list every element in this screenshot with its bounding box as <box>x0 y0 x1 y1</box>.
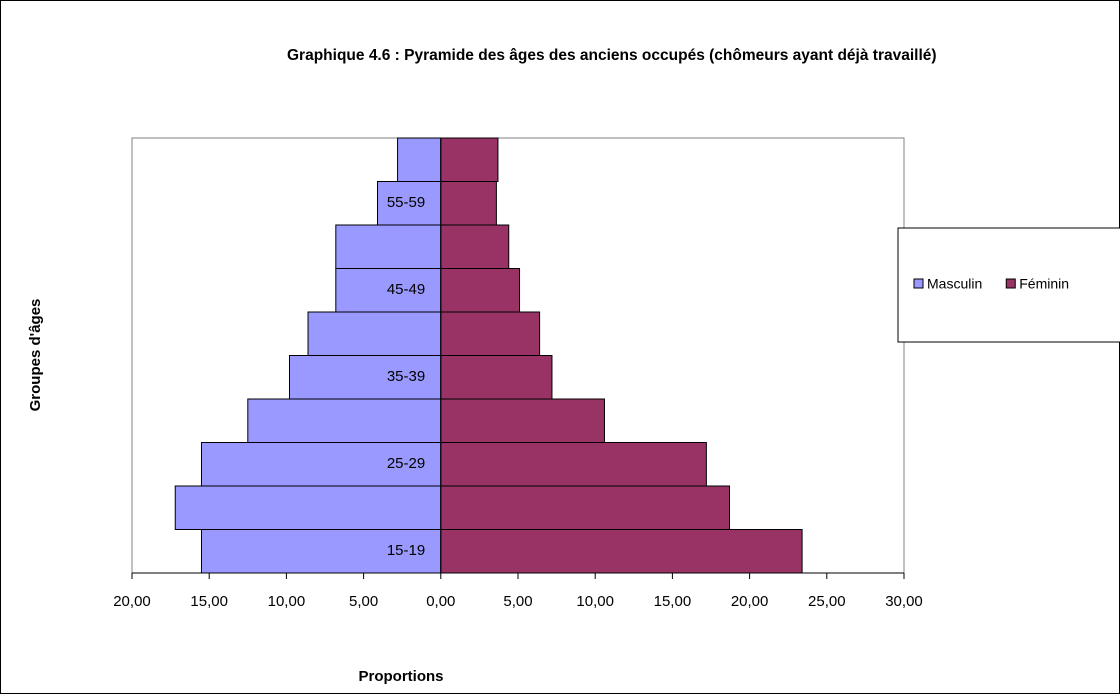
y-tick-label: 55-59 <box>387 194 425 211</box>
bar <box>335 224 442 269</box>
x-tick-label: 5,00 <box>349 593 378 610</box>
x-tick-label: 15,00 <box>654 593 692 610</box>
bar <box>440 529 803 574</box>
x-tick-label: 10,00 <box>268 593 306 610</box>
bar <box>335 268 442 313</box>
x-tick-label: 30,00 <box>885 593 923 610</box>
bar <box>247 398 442 443</box>
bar <box>307 311 442 356</box>
bar <box>440 181 497 226</box>
bar <box>440 268 521 313</box>
y-tick-label: 35-39 <box>387 368 425 385</box>
x-axis-label: Proportions <box>359 668 444 685</box>
x-tick-label: 20,00 <box>113 593 151 610</box>
legend-swatch <box>913 278 924 289</box>
legend-label: Masculin <box>927 276 982 292</box>
y-tick-label: 25-29 <box>387 455 425 472</box>
bar <box>440 137 499 182</box>
y-tick-label: 15-19 <box>387 542 425 559</box>
bar <box>174 485 442 530</box>
x-tick-label: 20,00 <box>731 593 769 610</box>
y-axis-label: Groupes d'âges <box>27 299 44 412</box>
bar <box>440 442 707 487</box>
x-tick-label: 0,00 <box>426 593 455 610</box>
bar <box>440 311 541 356</box>
bar <box>440 485 731 530</box>
legend-swatch <box>1005 278 1016 289</box>
y-tick-label: 45-49 <box>387 281 425 298</box>
bar <box>440 355 553 400</box>
legend-label: Féminin <box>1019 276 1069 292</box>
chart-title: Graphique 4.6 : Pyramide des âges des an… <box>287 47 937 64</box>
x-tick-label: 25,00 <box>808 593 846 610</box>
bar <box>440 398 605 443</box>
x-tick-label: 5,00 <box>503 593 532 610</box>
x-tick-label: 15,00 <box>190 593 228 610</box>
x-tick-label: 10,00 <box>576 593 614 610</box>
bar <box>440 224 510 269</box>
bar <box>397 137 442 182</box>
